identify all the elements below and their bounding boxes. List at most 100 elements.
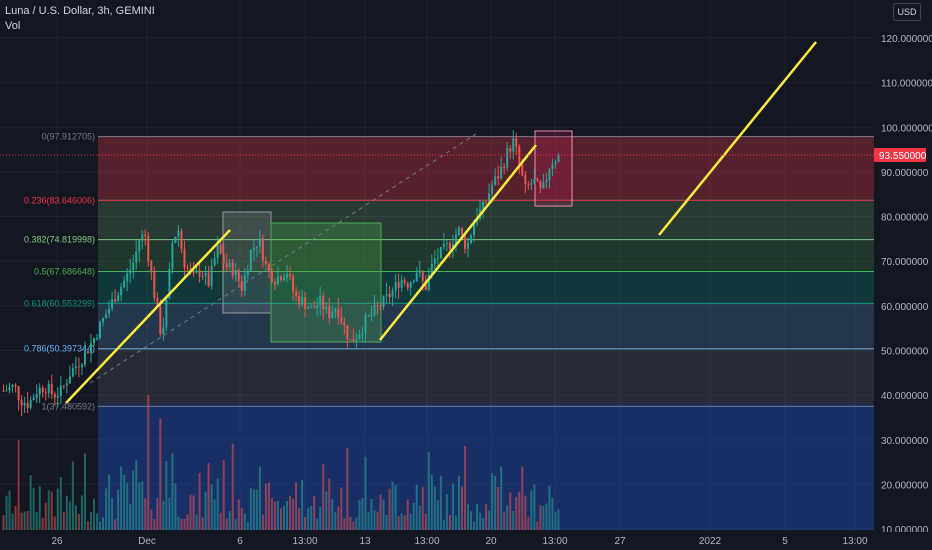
volume-bar bbox=[376, 511, 379, 530]
volume-bar bbox=[451, 483, 454, 530]
volume-bar bbox=[515, 496, 518, 530]
price-tick-label: 50.000000 bbox=[881, 346, 929, 357]
candle-body bbox=[41, 387, 44, 393]
volume-bar bbox=[346, 447, 349, 530]
volume-bar bbox=[470, 511, 473, 530]
candle-body bbox=[198, 270, 201, 277]
price-axis[interactable] bbox=[874, 0, 932, 532]
volume-bar bbox=[89, 512, 92, 530]
volume-bar bbox=[123, 474, 126, 530]
candle-body bbox=[442, 243, 445, 248]
volume-bar bbox=[270, 498, 273, 530]
volume-bar bbox=[415, 484, 418, 530]
candle-body bbox=[412, 281, 415, 283]
candle-body bbox=[183, 248, 186, 268]
time-tick-label: 2022 bbox=[699, 536, 722, 547]
volume-bar bbox=[165, 461, 168, 530]
green-range-box[interactable] bbox=[270, 222, 382, 343]
candle-body bbox=[310, 306, 313, 309]
volume-indicator-label[interactable]: Vol bbox=[5, 20, 21, 32]
trendline-2[interactable] bbox=[379, 144, 537, 341]
volume-bar bbox=[319, 506, 322, 530]
trendline-1[interactable] bbox=[65, 229, 231, 404]
volume-bar bbox=[280, 508, 282, 530]
candle-body bbox=[304, 297, 307, 309]
candle-body bbox=[283, 277, 286, 281]
candle-body bbox=[307, 308, 310, 310]
candle-body bbox=[213, 257, 216, 266]
volume-bar bbox=[8, 490, 11, 530]
candle-body bbox=[358, 334, 361, 339]
volume-bar bbox=[298, 508, 301, 530]
volume-bar bbox=[554, 512, 557, 530]
volume-bar bbox=[29, 475, 32, 530]
volume-bar bbox=[23, 511, 26, 530]
volume-bar bbox=[156, 498, 159, 530]
volume-bar bbox=[246, 521, 249, 530]
candle-body bbox=[153, 272, 156, 299]
candle-body bbox=[141, 234, 144, 241]
projection-trendline[interactable] bbox=[658, 41, 817, 236]
symbol-title[interactable]: Luna / U.S. Dollar, 3h, GEMINI bbox=[5, 5, 155, 17]
volume-bar bbox=[180, 518, 183, 530]
time-axis[interactable] bbox=[0, 532, 932, 550]
candle-body bbox=[108, 308, 111, 315]
candlestick-series bbox=[2, 130, 560, 417]
candle-body bbox=[503, 166, 506, 168]
volume-bar bbox=[436, 500, 439, 530]
volume-bar bbox=[186, 514, 189, 530]
candle-body bbox=[114, 298, 117, 302]
volume-bar bbox=[400, 513, 403, 530]
volume-bar bbox=[222, 460, 225, 530]
volume-bar bbox=[334, 511, 337, 530]
volume-bar bbox=[301, 479, 304, 530]
price-tick-label: 10.000000 bbox=[881, 525, 929, 536]
candle-body bbox=[186, 267, 189, 269]
volume-bar bbox=[494, 475, 497, 530]
candle-body bbox=[482, 201, 485, 210]
last-price-badge bbox=[874, 148, 926, 162]
candle-body bbox=[433, 258, 436, 265]
volume-bar bbox=[168, 497, 171, 530]
volume-bar bbox=[463, 446, 466, 530]
candle-body bbox=[74, 366, 77, 369]
volume-bar bbox=[352, 521, 355, 530]
candle-body bbox=[147, 235, 150, 262]
volume-bar bbox=[234, 519, 237, 530]
candle-body bbox=[168, 268, 171, 299]
candle-body bbox=[29, 399, 32, 409]
candle-body bbox=[506, 148, 509, 168]
volume-bar bbox=[83, 453, 86, 530]
candle-body bbox=[485, 201, 488, 203]
candle-body bbox=[319, 295, 322, 306]
candle-body bbox=[44, 392, 47, 394]
fib-retracement[interactable] bbox=[98, 136, 874, 530]
currency-button[interactable]: USD bbox=[893, 3, 921, 21]
candle-body bbox=[195, 270, 198, 273]
volume-bar bbox=[418, 505, 421, 530]
volume-bar bbox=[47, 490, 50, 530]
candle-body bbox=[370, 314, 373, 316]
volume-bar bbox=[41, 517, 44, 530]
candle-body bbox=[216, 244, 219, 258]
candle-body bbox=[445, 243, 448, 245]
volume-bar bbox=[310, 505, 313, 530]
pink-range-box[interactable] bbox=[534, 130, 573, 207]
candle-body bbox=[249, 250, 252, 271]
candle-body bbox=[286, 274, 289, 278]
volume-bar bbox=[406, 499, 409, 530]
candle-body bbox=[292, 276, 295, 292]
volume-bar bbox=[445, 494, 448, 530]
candle-body bbox=[515, 138, 518, 147]
candle-body bbox=[313, 306, 316, 309]
volume-bar bbox=[77, 513, 80, 530]
volume-bar bbox=[551, 497, 554, 530]
candle-body bbox=[298, 296, 301, 305]
candle-body bbox=[488, 193, 491, 202]
candle-body bbox=[355, 338, 358, 342]
grid-lines bbox=[0, 0, 874, 532]
volume-bar bbox=[105, 488, 108, 530]
candle-body bbox=[424, 280, 427, 290]
time-tick-label: 13:00 bbox=[842, 536, 867, 547]
